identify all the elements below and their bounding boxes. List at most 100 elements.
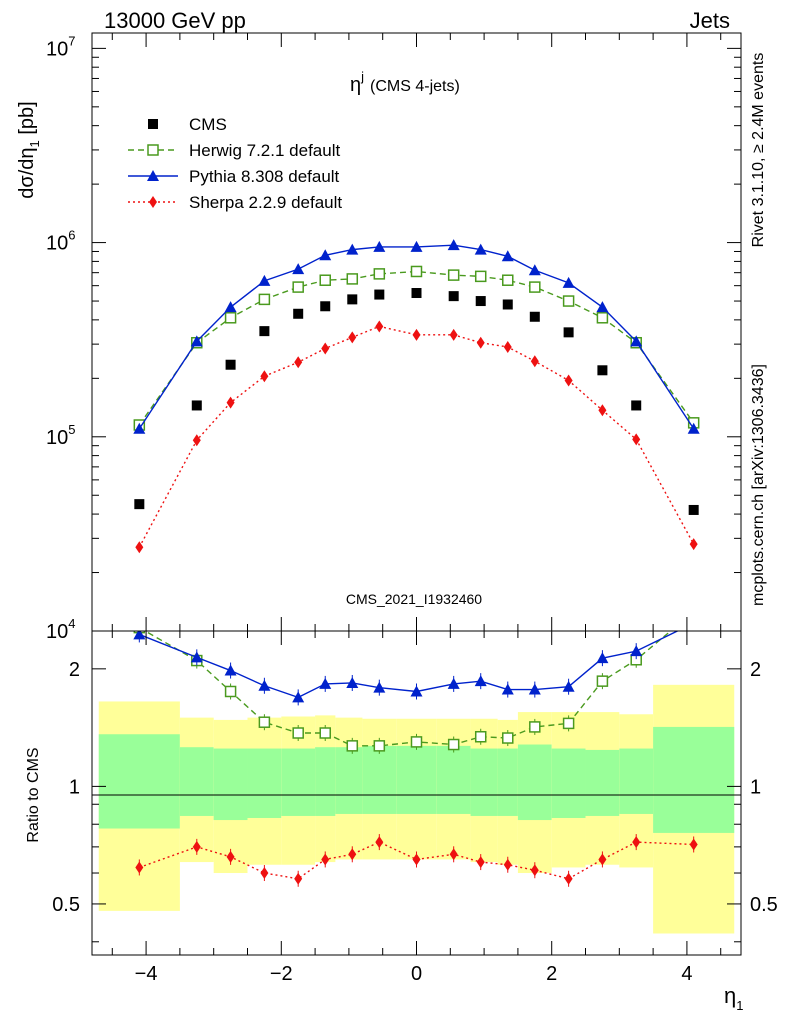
- ratio-point-pythia: [688, 617, 700, 628]
- main-point-cms: [374, 289, 385, 300]
- ratio-point-herwig: [319, 727, 331, 739]
- x-tick-label: −4: [135, 963, 158, 985]
- ratio-point-pythia: [258, 679, 271, 691]
- legend-label-cms: CMS: [189, 115, 227, 134]
- main-point-cms: [502, 299, 513, 310]
- main-point-cms: [688, 504, 699, 515]
- legend-label-sherpa: Sherpa 2.2.9 default: [189, 193, 342, 212]
- main-title-symbol: η: [350, 74, 361, 96]
- main-point-sherpa: [375, 320, 384, 333]
- x-axis-label: η1: [724, 983, 743, 1013]
- legend-label-pythia: Pythia 8.308 default: [189, 167, 340, 186]
- main-point-herwig: [373, 268, 386, 280]
- main-title-sup: j: [360, 69, 364, 84]
- ratio-band-stat: [315, 747, 336, 816]
- ratio-point-sherpa: [412, 853, 421, 866]
- y-axis-label-main: dσ/dη1 [pb]: [16, 101, 42, 198]
- ratio-point-sherpa: [192, 840, 201, 853]
- main-point-cms: [411, 288, 422, 299]
- main-point-pythia: [224, 301, 237, 313]
- header-right: Jets: [690, 8, 730, 33]
- main-point-pythia: [562, 276, 575, 288]
- main-point-herwig: [224, 312, 237, 324]
- main-line-sherpa: [138, 325, 695, 548]
- ratio-band-stat: [335, 747, 363, 814]
- legend-label-herwig: Herwig 7.2.1 default: [189, 141, 340, 160]
- ratio-point-sherpa: [260, 867, 269, 880]
- ratio-point-sherpa: [632, 836, 641, 849]
- main-ytick-label: 106: [46, 228, 75, 255]
- main-point-sherpa: [135, 541, 144, 554]
- main-point-herwig: [447, 269, 460, 281]
- legend-item-cms: CMS: [148, 115, 227, 134]
- main-point-sherpa: [348, 331, 357, 344]
- main-point-cms: [597, 365, 608, 376]
- main-point-pythia: [258, 274, 271, 286]
- ratio-point-sherpa: [135, 861, 144, 874]
- ratio-point-herwig: [447, 738, 460, 751]
- legend-marker-sherpa: [149, 196, 157, 208]
- ratio-band-stat: [98, 734, 180, 829]
- legend-item-pythia: Pythia 8.308 default: [128, 167, 340, 186]
- ratio-point-pythia: [190, 651, 203, 663]
- ratio-band-stat: [585, 749, 620, 816]
- main-point-cms: [320, 301, 331, 312]
- main-point-herwig: [529, 281, 541, 293]
- ratio-point-herwig: [689, 607, 699, 617]
- ratio-point-herwig: [346, 740, 359, 752]
- main-point-cms: [529, 311, 540, 322]
- main-point-pythia: [447, 239, 460, 251]
- x-tick-label: −2: [270, 963, 293, 985]
- ratio-band-stat: [497, 748, 518, 816]
- main-point-herwig: [562, 295, 575, 307]
- main-point-herwig: [258, 293, 271, 306]
- main-point-sherpa: [598, 404, 607, 417]
- ratio-point-pythia: [224, 664, 237, 676]
- ratio-band-stat: [517, 744, 552, 821]
- main-point-herwig: [410, 265, 423, 278]
- main-ytick-label: 105: [46, 422, 75, 449]
- ratio-point-herwig: [224, 685, 237, 698]
- ratio-point-sherpa: [476, 856, 485, 869]
- main-point-sherpa: [294, 356, 303, 369]
- main-point-cms: [259, 326, 270, 337]
- main-point-cms: [563, 327, 574, 338]
- ratio-point-sherpa: [598, 853, 607, 866]
- ratio-band-stat: [247, 748, 282, 818]
- ratio-point-sherpa: [375, 836, 384, 849]
- y-label-sub: 1: [27, 140, 42, 147]
- legend-item-sherpa: Sherpa 2.2.9 default: [128, 193, 342, 212]
- main-series-herwig: [133, 265, 700, 431]
- main-point-sherpa: [321, 342, 330, 355]
- legend: CMS Herwig 7.2.1 default Pythia 8.308 defa…: [128, 115, 342, 212]
- main-point-cms: [448, 291, 459, 302]
- main-point-pythia: [133, 422, 146, 434]
- main-point-cms: [134, 499, 145, 510]
- main-point-cms: [631, 400, 642, 411]
- main-point-herwig: [319, 274, 331, 286]
- ratio-point-pythia: [447, 677, 460, 689]
- rivet-label: Rivet 3.1.10, ≥ 2.4M events: [750, 53, 767, 248]
- main-point-pythia: [630, 335, 643, 347]
- x-tick-label: 2: [546, 963, 557, 985]
- legend-marker-cms: [148, 119, 158, 129]
- main-point-herwig: [346, 273, 359, 285]
- ratio-series-herwig: [133, 607, 699, 754]
- y-label-suffix: [pb]: [16, 101, 38, 140]
- ratio-point-pythia: [292, 691, 305, 703]
- main-point-sherpa: [412, 328, 421, 341]
- main-point-sherpa: [449, 328, 458, 341]
- ratio-ytick-label-right: 2: [750, 659, 761, 681]
- main-ytick-label: 107: [46, 33, 75, 60]
- main-point-sherpa: [260, 370, 269, 383]
- ratio-point-herwig: [529, 721, 541, 733]
- ratio-point-sherpa: [449, 848, 458, 861]
- main-point-cms: [293, 308, 304, 319]
- ratio-point-herwig: [258, 716, 271, 728]
- main-point-pythia: [292, 263, 305, 275]
- main-point-pythia: [596, 301, 609, 313]
- ratio-band-stat: [551, 748, 586, 818]
- main-point-cms: [347, 294, 358, 305]
- ratio-point-pythia: [630, 645, 643, 657]
- header-left: 13000 GeV pp: [104, 8, 246, 33]
